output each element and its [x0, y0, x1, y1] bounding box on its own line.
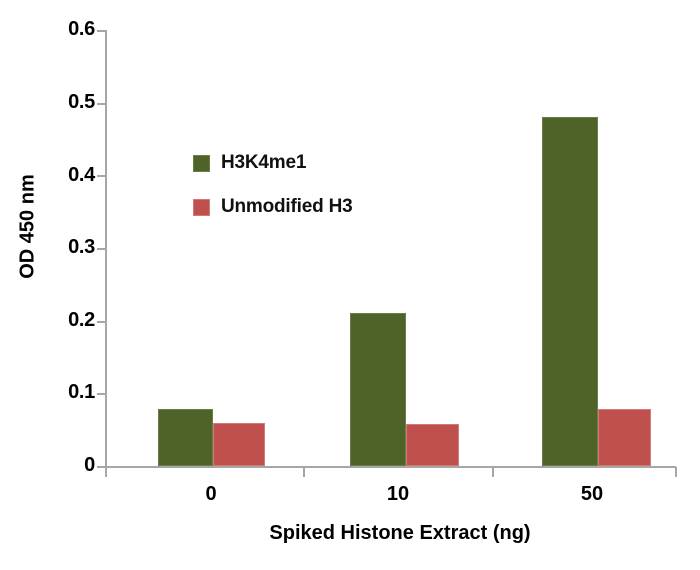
- x-tick-mark-1: [303, 467, 305, 477]
- x-axis-title: Spiked Histone Extract (ng): [269, 522, 531, 544]
- legend-item-h3k4me1: H3K4me1: [193, 152, 352, 174]
- y-tick-label-0.4: 0.4: [68, 164, 95, 186]
- y-tick-label-0.3: 0.3: [68, 236, 95, 258]
- x-tick-mark-2: [492, 467, 494, 477]
- x-axis-line: [105, 466, 676, 468]
- legend: H3K4me1 Unmodified H3: [193, 152, 353, 240]
- legend-label-h3k4me1: H3K4me1: [221, 152, 307, 173]
- y-tick-label-0.5: 0.5: [68, 91, 95, 113]
- legend-swatch-icon-h3k4me1: [193, 154, 210, 172]
- y-axis-line: [105, 30, 107, 467]
- plot-area: [105, 30, 676, 466]
- x-tick-label-10: 10: [386, 483, 410, 505]
- bar-h3k4me1-10: [350, 313, 406, 466]
- y-tick-label-0.1: 0.1: [68, 381, 95, 403]
- y-tick-mark-0.2: [97, 321, 106, 323]
- y-axis-title: OD 450 nm: [16, 174, 39, 279]
- y-tick-mark-0.4: [97, 175, 106, 177]
- y-tick-mark-0.1: [97, 393, 106, 395]
- y-axis-tick-labels: 0.6 0.5 0.4 0.3 0.2 0.1 0: [0, 0, 95, 570]
- y-tick-label-0.2: 0.2: [68, 309, 95, 331]
- y-tick-label-0: 0: [84, 454, 95, 476]
- y-tick-mark-0.3: [97, 248, 106, 250]
- bar-unmodified-h3-10: [406, 424, 459, 466]
- bar-h3k4me1-0: [158, 409, 213, 466]
- x-tick-mark-end: [675, 467, 677, 477]
- x-tick-mark-start: [105, 467, 107, 477]
- y-tick-mark-0: [97, 466, 106, 468]
- legend-item-unmodified-h3: Unmodified H3: [193, 196, 353, 218]
- legend-swatch-icon-unmodified-h3: [193, 198, 210, 216]
- y-tick-label-0.6: 0.6: [68, 18, 95, 40]
- x-tick-label-50: 50: [580, 483, 604, 505]
- bar-h3k4me1-50: [542, 117, 598, 466]
- bar-unmodified-h3-0: [213, 423, 265, 466]
- y-tick-mark-0.5: [97, 103, 106, 105]
- y-tick-mark-0.6: [97, 30, 106, 32]
- bar-unmodified-h3-50: [598, 409, 651, 466]
- x-tick-label-0: 0: [205, 483, 217, 505]
- legend-label-unmodified-h3: Unmodified H3: [221, 196, 353, 217]
